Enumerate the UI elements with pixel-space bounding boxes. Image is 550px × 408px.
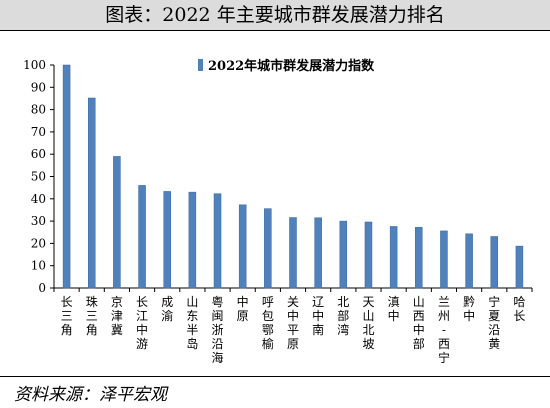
y-tick-label: 90 <box>31 80 46 94</box>
bar-12 <box>339 220 348 289</box>
bars <box>62 64 524 289</box>
y-tick-label: 60 <box>31 147 46 161</box>
x-category-label: 关中平原 <box>287 295 299 351</box>
bar-7 <box>213 193 222 289</box>
x-category-label: 北部湾 <box>337 295 349 337</box>
bar-15 <box>415 227 423 289</box>
source-note: 资料来源：泽平宏观 <box>14 385 167 405</box>
x-category-label: 辽中南 <box>312 295 324 337</box>
x-category-label: 宁夏沿黄 <box>488 294 500 351</box>
chart-area: 0 10 20 30 40 50 60 70 80 90 100 长三角 珠三角 京津冀 长江中游 成渝 山东… <box>0 31 550 375</box>
title-divider <box>0 30 550 31</box>
bar-5 <box>163 191 171 289</box>
bar-11 <box>314 217 322 289</box>
x-category-label: 山西中部 <box>413 295 425 351</box>
legend-label: 2022年城市群发展潜力指数 <box>208 58 375 74</box>
x-category-label: 中原 <box>237 294 249 323</box>
x-category-label: 滇中 <box>388 295 400 323</box>
x-category-label: 天山北坡 <box>362 295 374 351</box>
y-tick-label: 40 <box>31 192 46 206</box>
bar-1 <box>62 64 71 289</box>
x-category-label: 京津冀 <box>111 295 123 337</box>
bar-4 <box>138 185 146 289</box>
source-divider <box>0 376 550 377</box>
y-tick-label: 80 <box>31 103 46 117</box>
bar-14 <box>389 226 398 289</box>
bar-3 <box>113 156 121 289</box>
x-category-label: 哈长 <box>513 295 525 323</box>
x-category-label: 山东半岛 <box>186 295 198 351</box>
x-category-label: 长三角 <box>61 295 73 337</box>
y-tick-label: 100 <box>23 58 46 72</box>
bar-16 <box>440 230 448 289</box>
y-tick-label: 30 <box>31 214 46 228</box>
legend-swatch <box>198 59 203 71</box>
bar-13 <box>364 221 373 289</box>
bar-8 <box>238 204 247 289</box>
x-category-label: 成渝 <box>161 295 173 323</box>
x-category-label: 珠三角 <box>86 295 98 337</box>
chart-title: 图表：2022 年主要城市群发展潜力排名 <box>0 0 550 30</box>
bar-10 <box>289 217 297 289</box>
x-axis: 长三角 珠三角 京津冀 长江中游 成渝 山东半岛 粤闽浙沿海 中原 呼包鄂榆 关中平原 辽中南 北部湾… <box>53 287 533 365</box>
x-category-label: 兰州-西宁 <box>438 295 450 365</box>
y-tick-label: 70 <box>31 125 46 139</box>
legend: 2022年城市群发展潜力指数 <box>198 58 375 74</box>
bar-6 <box>188 191 197 289</box>
bar-9 <box>264 208 272 289</box>
x-category-label: 呼包鄂榆 <box>262 295 274 351</box>
bar-chart: 0 10 20 30 40 50 60 70 80 90 100 长三角 珠三角 京津冀 长江中游 成渝山东… <box>23 58 533 365</box>
x-category-label: 长江中游 <box>136 295 148 351</box>
y-tick-label: 10 <box>31 259 46 273</box>
bar-2 <box>87 97 96 289</box>
bar-17 <box>465 233 473 289</box>
bar-19 <box>515 245 524 289</box>
y-axis: 0 10 20 30 40 50 60 70 80 90 100 <box>23 58 55 295</box>
y-tick-label: 20 <box>31 236 46 250</box>
bar-18 <box>490 236 499 289</box>
y-tick-label: 0 <box>38 281 46 295</box>
x-category-label: 黔中 <box>463 294 475 323</box>
y-tick-label: 50 <box>31 170 46 184</box>
x-category-label: 粤闽浙沿海 <box>212 294 224 365</box>
